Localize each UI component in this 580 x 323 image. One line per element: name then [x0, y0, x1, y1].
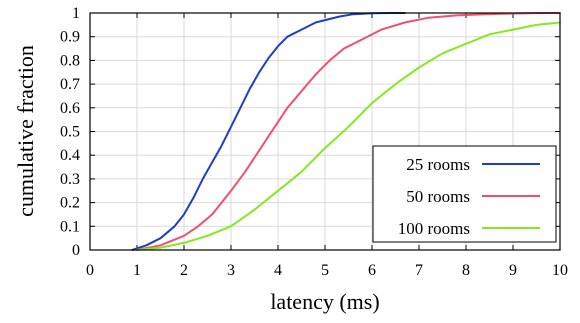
- y-tick-label: 0.7: [60, 76, 80, 93]
- legend-label-100-rooms: 100 rooms: [398, 219, 470, 238]
- x-tick-label: 2: [180, 262, 188, 279]
- y-tick-label: 0.6: [60, 100, 80, 117]
- x-tick-label: 5: [321, 262, 329, 279]
- y-tick-label: 0.4: [60, 147, 80, 164]
- y-tick-label: 1: [72, 5, 80, 22]
- y-tick-label: 0.9: [60, 29, 80, 46]
- series-line-50-rooms: [136, 12, 561, 251]
- y-tick-label: 0: [72, 242, 80, 259]
- legend: 25 rooms 50 rooms 100 rooms: [372, 145, 557, 243]
- x-tick-label: 8: [462, 262, 470, 279]
- x-axis-label: latency (ms): [270, 289, 379, 314]
- legend-box: [372, 145, 557, 243]
- plot-frame: [89, 12, 561, 251]
- x-tick-label: 3: [227, 262, 235, 279]
- y-tick-label: 0.2: [60, 195, 80, 212]
- y-tick-label: 0.1: [60, 218, 80, 235]
- y-axis-label: cumulative fraction: [13, 45, 38, 217]
- y-tick-label: 0.3: [60, 171, 80, 188]
- x-tick-label: 10: [552, 262, 568, 279]
- x-tick-label: 4: [274, 262, 282, 279]
- series-line-100-rooms: [136, 21, 561, 251]
- x-tick-label: 9: [509, 262, 517, 279]
- x-tick-label: 7: [415, 262, 423, 279]
- series-lines: [131, 12, 561, 251]
- legend-label-25-rooms: 25 rooms: [406, 155, 470, 174]
- x-tick-label: 6: [368, 262, 376, 279]
- series-line-25-rooms: [131, 12, 406, 251]
- x-tick-label: 1: [133, 262, 141, 279]
- y-tick-label: 0.5: [60, 124, 80, 141]
- legend-label-50-rooms: 50 rooms: [406, 187, 470, 206]
- y-tick-label: 0.8: [60, 52, 80, 69]
- x-tick-label: 0: [86, 262, 94, 279]
